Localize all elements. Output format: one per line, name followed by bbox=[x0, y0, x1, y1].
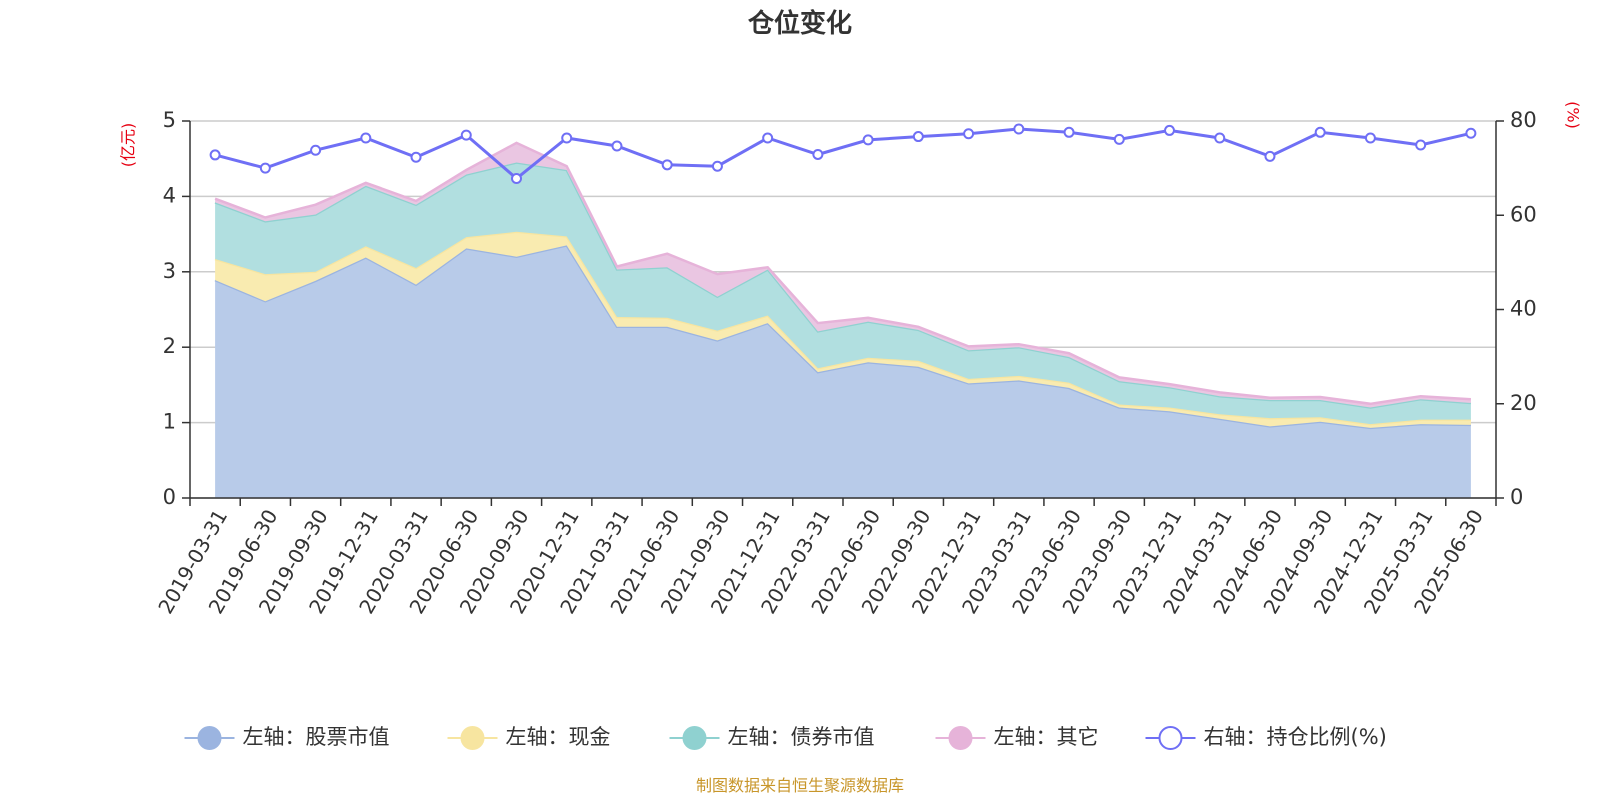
legend-marker bbox=[948, 726, 973, 750]
ratio-point bbox=[1063, 126, 1075, 138]
data-source-note: 制图数据来自恒生聚源数据库 bbox=[696, 776, 904, 795]
legend-label: 右轴：持仓比例(%) bbox=[1204, 725, 1387, 749]
ratio-line bbox=[214, 127, 1472, 181]
right-axis-unit: (%) bbox=[1564, 101, 1583, 129]
ratio-point bbox=[1214, 132, 1226, 144]
ratio-point bbox=[963, 128, 975, 140]
x-tick-labels: 2019-03-312019-06-302019-09-302019-12-31… bbox=[153, 505, 1488, 618]
legend-item-1[interactable]: 左轴：股票市值 bbox=[184, 725, 390, 750]
ratio-point bbox=[1364, 132, 1376, 144]
ratio-point bbox=[561, 132, 573, 144]
ratio-point bbox=[259, 162, 271, 174]
chart-title: 仓位变化 bbox=[747, 8, 852, 39]
legend-marker bbox=[682, 726, 707, 750]
left-y-tick-label: 2 bbox=[163, 334, 176, 358]
legend[interactable]: 左轴：股票市值 左轴：现金 左轴：债券市值 左轴：其它 右轴：持仓比例(%) bbox=[184, 725, 1387, 750]
ratio-point bbox=[912, 131, 924, 143]
legend-label: 左轴：债券市值 bbox=[728, 725, 875, 749]
legend-marker bbox=[460, 726, 485, 750]
ratio-line-series bbox=[209, 123, 1477, 184]
left-y-tick-label: 1 bbox=[163, 410, 176, 434]
legend-item-5[interactable]: 右轴：持仓比例(%) bbox=[1145, 725, 1387, 750]
ratio-point bbox=[762, 132, 774, 144]
ratio-point bbox=[1113, 133, 1125, 145]
ratio-point bbox=[1164, 124, 1175, 136]
ratio-point bbox=[711, 160, 723, 172]
right-y-tick-label: 40 bbox=[1510, 297, 1537, 321]
ratio-point bbox=[209, 149, 221, 161]
ratio-point bbox=[1415, 139, 1427, 151]
area-1 bbox=[215, 245, 1471, 498]
left-y-tick-labels: 0 1 2 3 4 5 bbox=[163, 108, 176, 509]
legend-label: 左轴：股票市值 bbox=[243, 725, 390, 749]
ratio-point bbox=[460, 129, 472, 141]
ratio-point bbox=[360, 132, 372, 144]
left-y-tick-label: 3 bbox=[163, 259, 176, 283]
ratio-point bbox=[310, 144, 322, 156]
ratio-point bbox=[1013, 123, 1025, 135]
legend-marker bbox=[197, 726, 222, 750]
ratio-point bbox=[511, 172, 522, 184]
ratio-point bbox=[611, 140, 623, 152]
ratio-point bbox=[1314, 126, 1326, 138]
right-y-tick-labels: 0 20 40 60 80 bbox=[1510, 108, 1537, 509]
legend-item-2[interactable]: 左轴：现金 bbox=[447, 725, 611, 750]
legend-label: 左轴：其它 bbox=[994, 725, 1099, 749]
legend-label: 左轴：现金 bbox=[506, 725, 611, 749]
left-y-tick-label: 0 bbox=[163, 485, 176, 509]
ratio-point bbox=[812, 148, 824, 160]
left-y-tick-label: 4 bbox=[163, 183, 176, 207]
left-y-tick-label: 5 bbox=[163, 108, 176, 132]
axes bbox=[182, 120, 1504, 506]
right-y-tick-label: 80 bbox=[1510, 108, 1537, 132]
ratio-point bbox=[1264, 150, 1276, 162]
legend-item-4[interactable]: 左轴：其它 bbox=[935, 725, 1099, 750]
area-edge-4 bbox=[214, 141, 1471, 406]
right-y-tick-label: 60 bbox=[1510, 202, 1537, 226]
area-series bbox=[214, 141, 1471, 498]
ratio-point bbox=[862, 134, 874, 146]
legend-item-3[interactable]: 左轴：债券市值 bbox=[669, 725, 875, 750]
legend-marker bbox=[1158, 726, 1183, 750]
area-3 bbox=[215, 162, 1471, 425]
right-y-tick-label: 20 bbox=[1510, 391, 1537, 415]
right-y-tick-label: 0 bbox=[1510, 485, 1523, 509]
ratio-point bbox=[410, 151, 422, 163]
ratio-point bbox=[661, 159, 673, 171]
ratio-point bbox=[1465, 127, 1477, 139]
left-axis-unit: (亿元) bbox=[119, 123, 138, 168]
